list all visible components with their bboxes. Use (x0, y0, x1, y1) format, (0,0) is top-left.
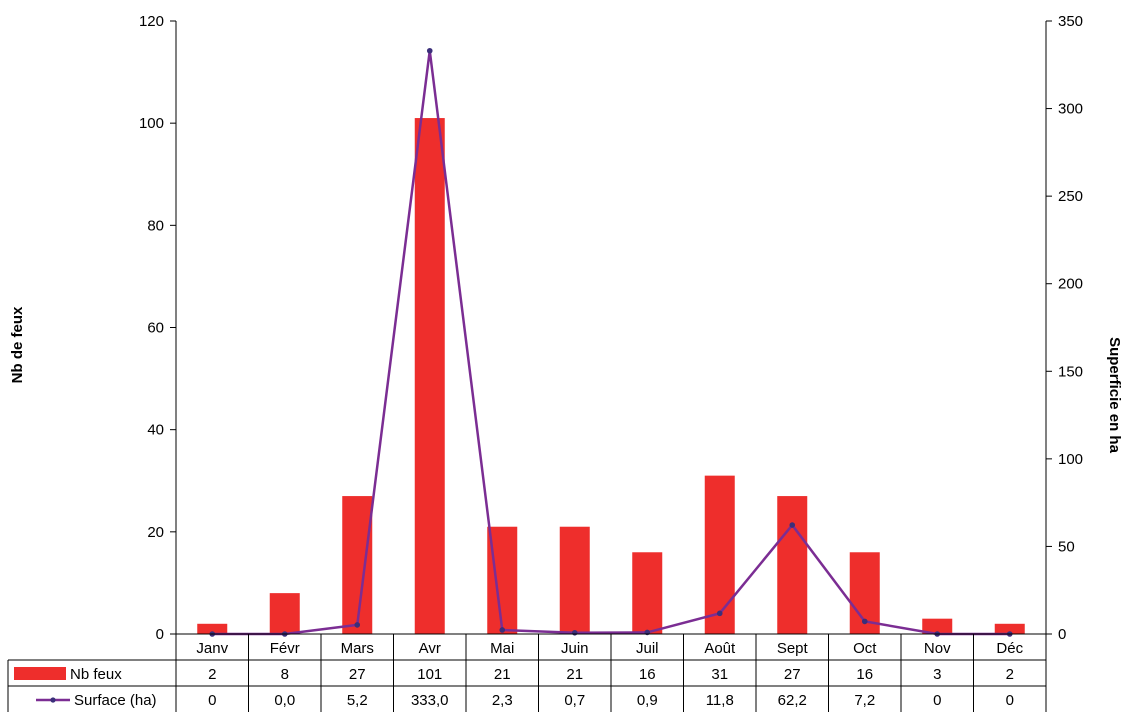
left-tick-label: 40 (147, 422, 164, 439)
data-label: 27 (349, 666, 366, 683)
series-line (212, 50, 1010, 636)
point (789, 522, 796, 528)
right-axis-ticks: 0 50 100 150 200 250 300 350 (1046, 13, 1083, 643)
data-label: 7,2 (854, 692, 875, 709)
left-tick-label: 20 (147, 524, 164, 541)
category-label: Nov (924, 640, 951, 657)
bar (342, 496, 373, 634)
data-label: 0 (1006, 692, 1014, 709)
point (716, 610, 723, 617)
right-tick-label: 0 (1058, 626, 1066, 643)
right-tick-label: 300 (1058, 101, 1083, 118)
data-label: 16 (639, 666, 656, 683)
category-label: Avr (419, 640, 441, 657)
data-label: 16 (856, 666, 873, 683)
bar (777, 496, 808, 634)
data-label: 2 (208, 666, 216, 683)
left-axis-ticks: 0 20 40 60 80 100 120 (139, 13, 176, 643)
legend-swatch-point (50, 697, 56, 703)
bar (269, 593, 300, 634)
category-label: Août (704, 640, 736, 657)
data-label: 21 (566, 666, 583, 683)
right-tick-label: 150 (1058, 363, 1083, 380)
category-label: Févr (270, 640, 300, 657)
data-label: 3 (933, 666, 941, 683)
left-tick-label: 80 (147, 217, 164, 234)
line-series-surface (209, 47, 1013, 637)
category-label: Sept (777, 640, 809, 657)
data-label: 0 (208, 692, 216, 709)
category-label: Juil (636, 640, 659, 657)
category-label: Mars (341, 640, 374, 657)
left-axis-title: Nb de feux (9, 306, 26, 383)
left-tick-label: 0 (156, 626, 164, 643)
right-tick-label: 50 (1058, 538, 1075, 555)
data-label: 5,2 (347, 692, 368, 709)
point (354, 622, 361, 628)
bar (704, 475, 735, 634)
data-label: 2,3 (492, 692, 513, 709)
legend-swatch-bar (14, 667, 66, 680)
category-label: Oct (853, 640, 877, 657)
legend-label: Nb feux (70, 666, 122, 683)
legend-label: Surface (ha) (74, 692, 157, 709)
right-tick-label: 100 (1058, 451, 1083, 468)
left-tick-label: 100 (139, 115, 164, 132)
bar (632, 552, 663, 634)
right-tick-label: 250 (1058, 188, 1083, 205)
point (861, 618, 868, 625)
data-label: 27 (784, 666, 801, 683)
bar-series-nb-feux (197, 118, 1025, 634)
data-label: 11,8 (706, 692, 734, 709)
bar (559, 526, 590, 634)
axes (175, 21, 1047, 634)
point (426, 47, 433, 54)
right-tick-label: 350 (1058, 13, 1083, 30)
data-label: 0,7 (564, 692, 585, 709)
data-label: 8 (281, 666, 289, 683)
data-label: 62,2 (778, 692, 807, 709)
point (499, 627, 506, 633)
left-tick-label: 60 (147, 320, 164, 337)
data-label: 101 (417, 666, 442, 683)
data-label: 21 (494, 666, 511, 683)
data-label: 2 (1006, 666, 1014, 683)
bar (197, 623, 228, 634)
category-label: Janv (196, 640, 228, 657)
bar (414, 118, 445, 634)
bar (922, 618, 953, 634)
right-axis-title: Superficie en ha (1106, 337, 1123, 454)
data-label: 0 (933, 692, 941, 709)
category-label: Déc (996, 640, 1023, 657)
data-label: 31 (711, 666, 728, 683)
right-tick-label: 200 (1058, 276, 1083, 293)
data-label: 0,9 (637, 692, 658, 709)
category-label: Mai (490, 640, 514, 657)
point (571, 629, 578, 636)
bar (994, 623, 1025, 634)
category-label: Juin (561, 640, 589, 657)
data-label: 0,0 (274, 692, 295, 709)
left-tick-label: 120 (139, 13, 164, 30)
data-label: 333,0 (411, 692, 449, 709)
data-table: Janv Févr Mars Avr Mai Juin Juil Août Sept Oct Nov… (7, 633, 1047, 712)
